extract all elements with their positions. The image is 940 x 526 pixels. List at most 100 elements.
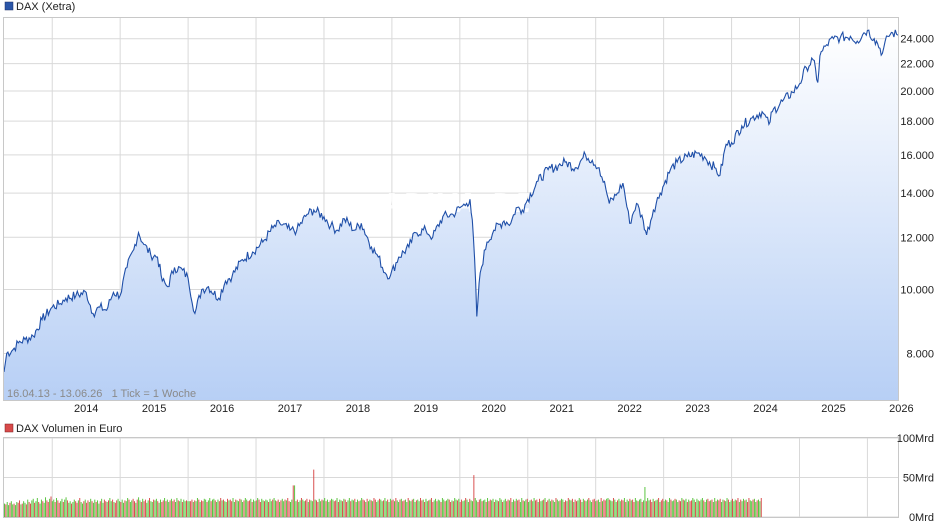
volume-bar xyxy=(470,500,472,517)
volume-bar xyxy=(459,502,461,517)
volume-bar xyxy=(406,502,408,517)
volume-bar xyxy=(4,503,5,517)
volume-bar xyxy=(23,501,25,517)
volume-bar xyxy=(465,498,467,517)
volume-bar xyxy=(681,498,683,517)
price-x-tick-label: 2014 xyxy=(74,403,98,415)
volume-bar xyxy=(586,499,588,517)
volume-bar xyxy=(733,501,735,517)
volume-bar xyxy=(99,501,101,517)
volume-bar xyxy=(157,501,159,517)
volume-bar xyxy=(342,501,343,517)
volume-bar xyxy=(450,502,452,517)
volume-bar xyxy=(430,498,432,517)
volume-bar xyxy=(24,502,26,517)
volume-bar xyxy=(472,501,473,517)
volume-bar xyxy=(710,500,712,517)
volume-bar xyxy=(273,498,275,517)
volume-bar xyxy=(62,502,64,517)
volume-bar xyxy=(250,498,252,517)
volume-bar xyxy=(19,500,21,517)
volume-bar xyxy=(511,502,513,517)
volume-bar xyxy=(227,498,229,517)
volume-bar xyxy=(321,499,323,517)
volume-bar xyxy=(295,501,297,517)
volume-bar xyxy=(236,500,238,517)
volume-bar xyxy=(328,502,330,517)
volume-bar xyxy=(467,502,469,517)
volume-bar xyxy=(394,501,395,517)
volume-bar xyxy=(748,498,750,517)
volume-bar xyxy=(706,499,707,517)
volume-bar xyxy=(536,499,538,517)
volume-bar xyxy=(257,498,259,517)
volume-bar xyxy=(25,504,27,517)
volume-bar xyxy=(68,502,70,517)
volume-bar xyxy=(49,498,51,517)
volume-bar xyxy=(372,501,374,517)
volume-bar xyxy=(707,498,709,517)
volume-bar xyxy=(199,502,201,517)
volume-bar xyxy=(132,498,134,517)
volume-bar xyxy=(142,498,144,517)
volume-bar xyxy=(124,500,126,517)
volume-bar xyxy=(548,498,550,517)
volume-bar xyxy=(738,502,740,517)
volume-bar xyxy=(602,501,603,517)
volume-bar xyxy=(42,501,44,517)
volume-bar xyxy=(618,498,620,517)
volume-bar xyxy=(64,499,66,517)
volume-bar xyxy=(614,499,616,517)
price-x-tick-label: 2016 xyxy=(210,403,234,415)
volume-bar xyxy=(214,500,216,517)
volume-bar xyxy=(240,499,242,517)
volume-bar xyxy=(151,502,153,517)
volume-bar xyxy=(576,501,577,517)
volume-bar xyxy=(365,502,367,517)
volume-bar xyxy=(116,500,118,517)
volume-bar xyxy=(77,500,79,517)
volume-bar xyxy=(161,502,163,517)
volume-bar xyxy=(329,500,331,517)
volume-bar xyxy=(47,502,49,517)
volume-bar xyxy=(682,499,684,517)
volume-bar xyxy=(540,501,542,517)
volume-bar xyxy=(110,501,112,517)
volume-bar xyxy=(71,503,73,517)
volume-bar xyxy=(612,498,614,517)
volume-bar xyxy=(696,498,698,517)
volume-bar xyxy=(543,499,545,517)
volume-bar xyxy=(348,498,350,517)
price-y-tick-label: 16.000 xyxy=(900,150,934,162)
volume-bar xyxy=(589,500,591,517)
volume-bar xyxy=(741,501,743,517)
volume-bar xyxy=(108,500,109,517)
volume-bar xyxy=(660,500,662,517)
volume-bar xyxy=(619,501,621,517)
volume-bar xyxy=(749,500,751,517)
volume-bar xyxy=(320,501,322,517)
volume-bar xyxy=(300,498,302,517)
volume-bar xyxy=(259,502,261,517)
volume-bar xyxy=(716,499,718,517)
volume-bar xyxy=(262,500,264,517)
volume-bar xyxy=(519,502,521,517)
volume-bar xyxy=(496,500,498,517)
volume-bar xyxy=(45,497,47,518)
volume-bar xyxy=(498,501,499,517)
volume-bar xyxy=(560,498,562,517)
volume-bar xyxy=(493,502,495,517)
volume-bar xyxy=(109,498,111,517)
volume-bar xyxy=(718,500,720,517)
price-x-tick-label: 2017 xyxy=(278,403,302,415)
volume-bar xyxy=(550,501,551,517)
volume-bar xyxy=(524,501,525,517)
volume-bar xyxy=(337,502,339,517)
volume-bar xyxy=(504,498,506,517)
volume-bar xyxy=(355,502,357,517)
volume-bar xyxy=(378,498,380,517)
volume-bar xyxy=(354,498,356,517)
watermark: ARIVA.DE xyxy=(378,189,534,219)
volume-bar xyxy=(287,498,289,517)
volume-bar xyxy=(674,498,676,517)
